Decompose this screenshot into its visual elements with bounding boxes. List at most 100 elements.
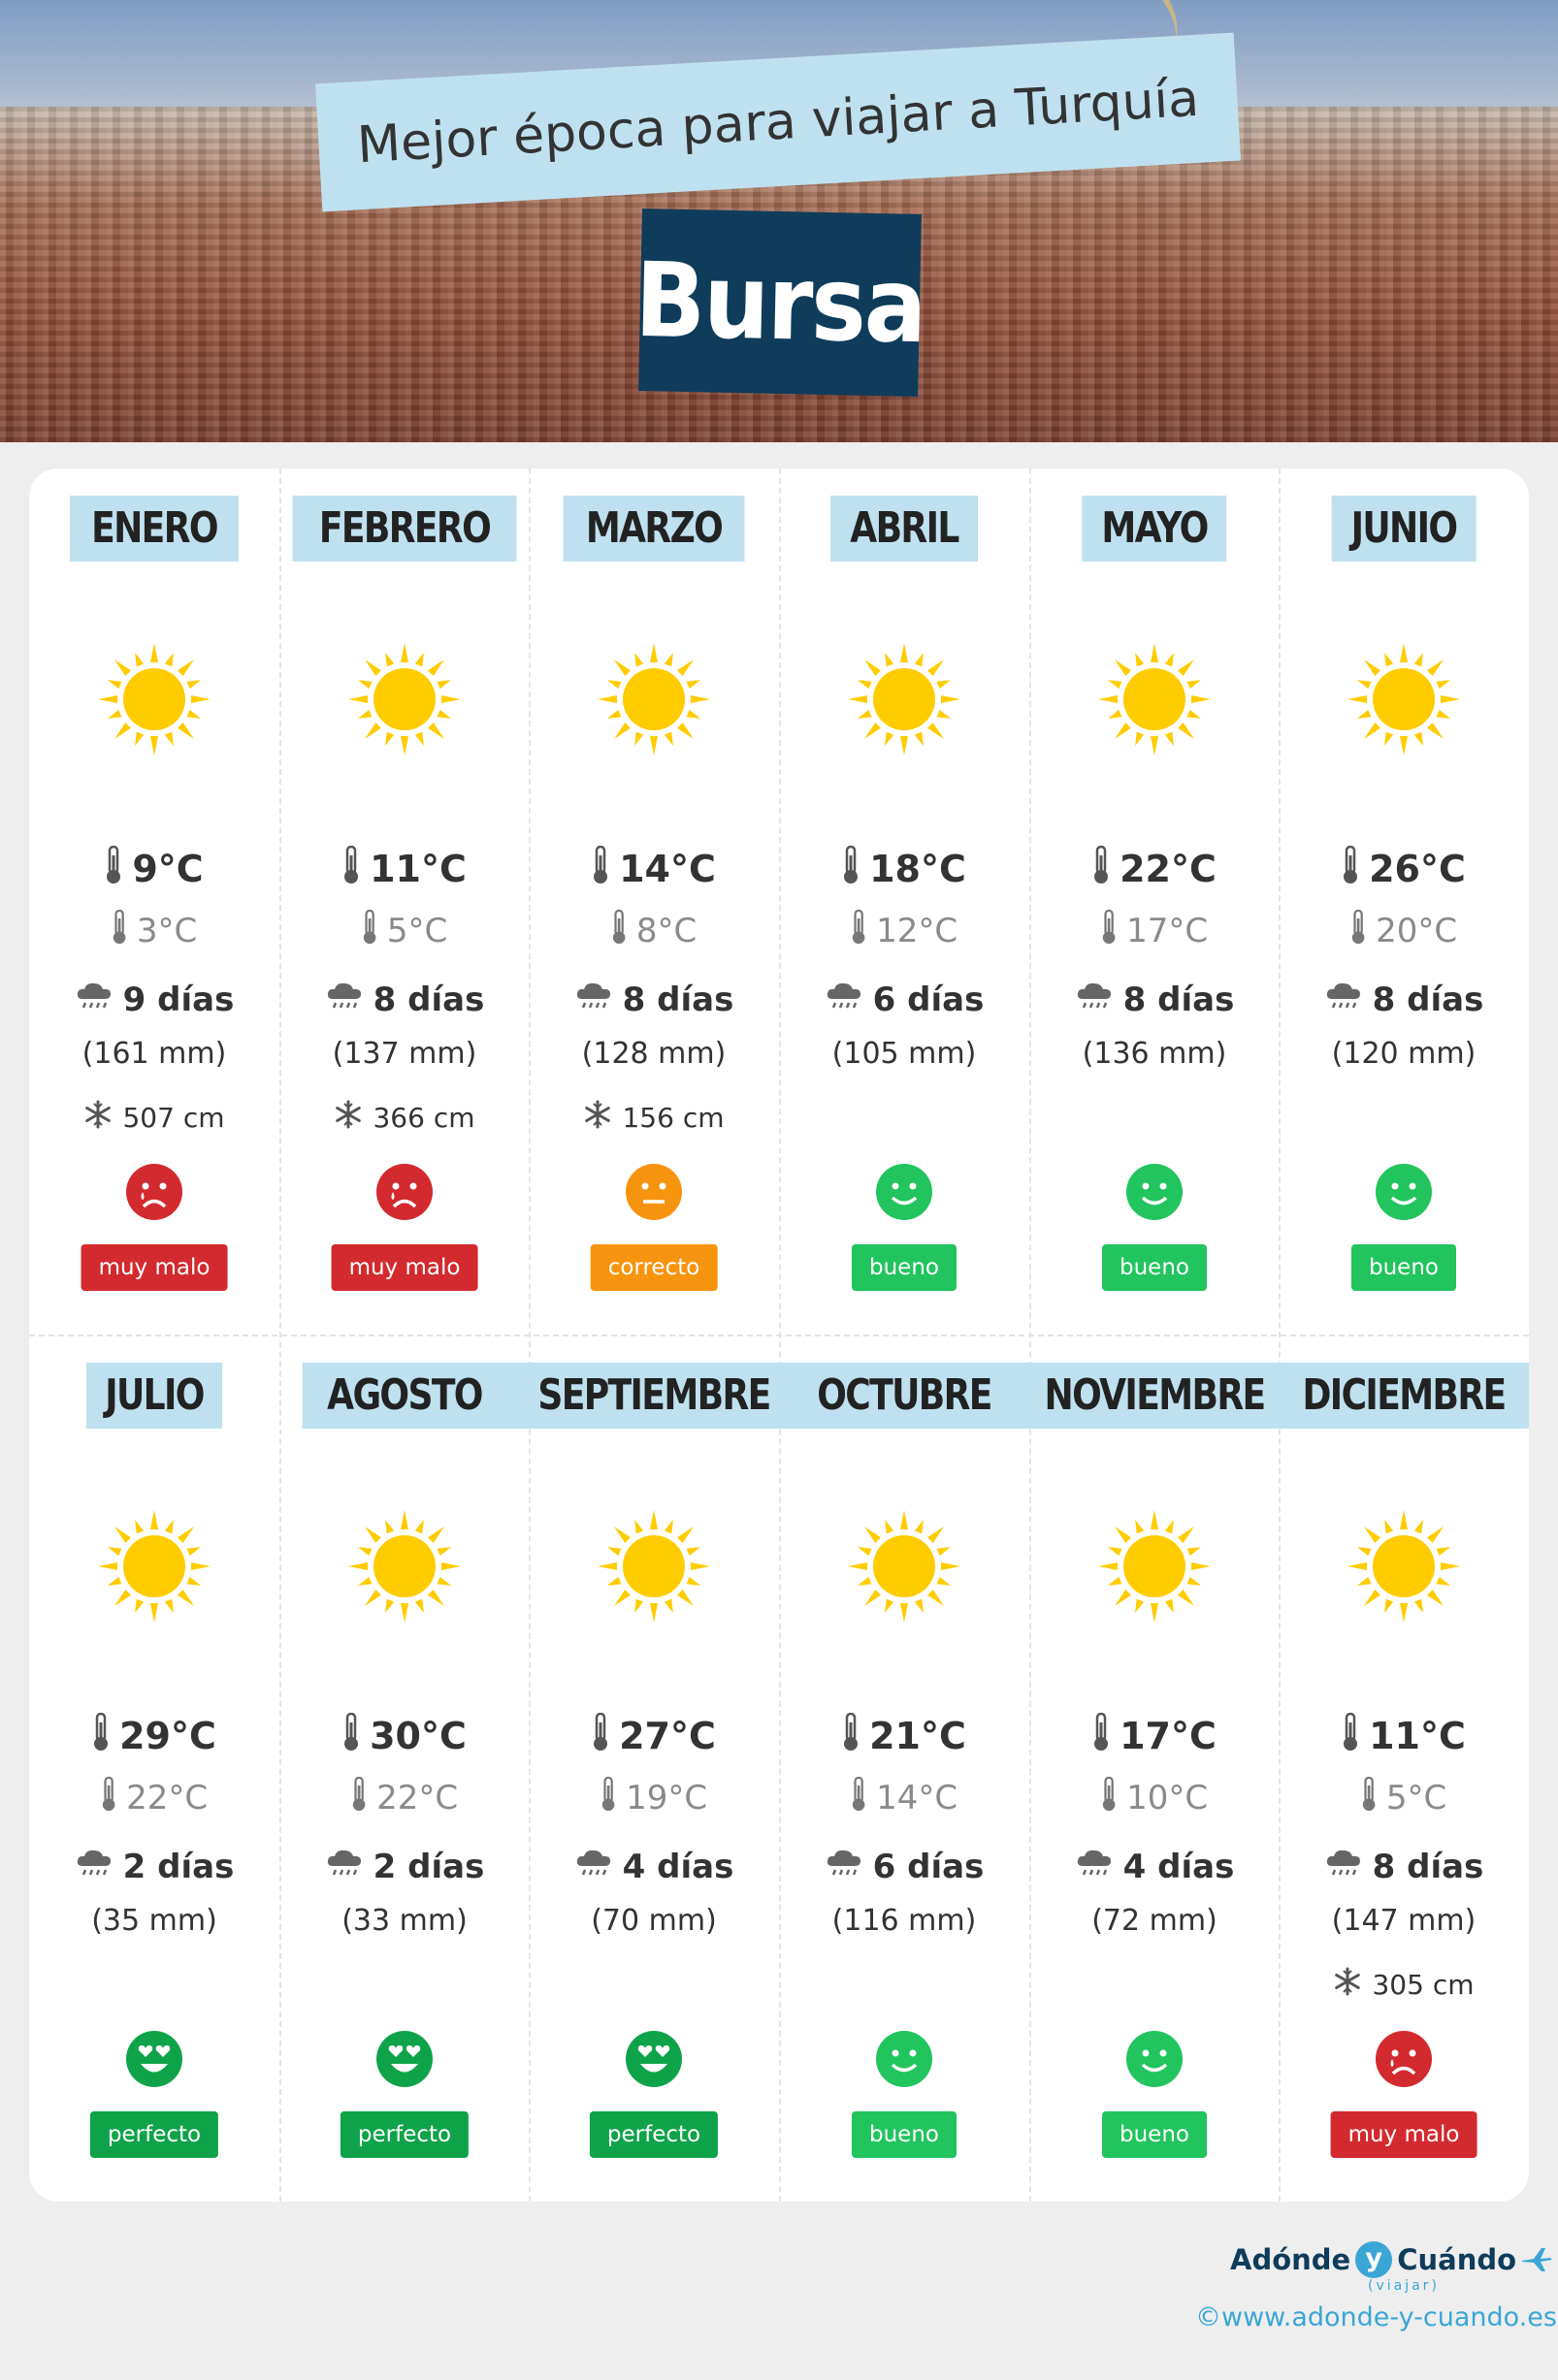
thermometer-icon (842, 845, 860, 893)
month-cell: JUNIO 26°C 20°C 8 días (120 mm) bueno (1279, 468, 1529, 1335)
rating-face-icon (1125, 2030, 1184, 2088)
month-cell: NOVIEMBRE 17°C 10°C 4 días (72 mm) bueno (1012, 1335, 1297, 2202)
rain-cloud-icon (574, 980, 613, 1021)
brand-logo[interactable]: Adónde y Cuándo (1230, 2240, 1553, 2279)
thermometer-icon (1092, 1712, 1110, 1760)
rain-amount: (120 mm) (1331, 1036, 1477, 1071)
max-temperature-value: 30°C (370, 1715, 467, 1757)
logo-subtitle: (viajar) (1368, 2278, 1440, 2294)
month-name: DICIEMBRE (1302, 1370, 1508, 1420)
thermometer-icon (851, 909, 866, 953)
rain-days: 8 días (1029, 975, 1280, 1025)
thermometer-icon (1350, 909, 1366, 953)
rain-days-value: 9 días (122, 981, 235, 1019)
max-temperature-value: 18°C (869, 848, 966, 890)
month-name: ABRIL (850, 503, 959, 553)
min-temperature: 8°C (529, 907, 779, 955)
month-name-label: ENERO (69, 496, 240, 562)
max-temperature: 11°C (1279, 1709, 1529, 1763)
rain-amount: (161 mm) (81, 1036, 227, 1071)
rating-face-icon (375, 2030, 434, 2088)
min-temperature-value: 20°C (1376, 912, 1458, 950)
min-temperature-value: 8°C (635, 912, 698, 950)
rating-badge: bueno (852, 1244, 957, 1291)
min-temperature: 5°C (279, 907, 530, 955)
month-name: FEBRERO (318, 503, 492, 553)
rain-days: 4 días (1029, 1842, 1280, 1892)
max-temperature: 30°C (279, 1709, 530, 1763)
month-name-label: FEBRERO (292, 496, 517, 562)
max-temperature: 26°C (1279, 842, 1529, 896)
rain-days-value: 4 días (622, 1848, 734, 1886)
thermometer-icon (1342, 1712, 1359, 1760)
rain-days-value: 4 días (1122, 1848, 1235, 1886)
column-divider (279, 468, 281, 2202)
rating-face-icon (1375, 2030, 1433, 2088)
sun-icon (96, 1508, 212, 1624)
max-temperature: 17°C (1029, 1709, 1280, 1763)
thermometer-icon (342, 1712, 360, 1760)
rain-cloud-icon (574, 1847, 613, 1888)
min-temperature: 3°C (29, 907, 279, 955)
column-divider (779, 468, 781, 2202)
rain-cloud-icon (75, 1847, 114, 1888)
month-cell: ENERO 9°C 3°C 9 días (161 mm) 507 cm muy malo (29, 468, 279, 1335)
rain-cloud-icon (75, 980, 114, 1021)
min-temperature: 14°C (779, 1774, 1029, 1822)
rain-days-value: 6 días (872, 981, 985, 1019)
rating-badge: perfecto (89, 2111, 219, 2158)
thermometer-icon (1342, 845, 1359, 893)
rating-badge: bueno (1102, 2111, 1207, 2158)
month-name: MAYO (1101, 503, 1209, 553)
rain-amount: (70 mm) (591, 1903, 717, 1938)
max-temperature-value: 17°C (1120, 1715, 1217, 1757)
min-temperature: 22°C (29, 1774, 279, 1822)
min-temperature-value: 3°C (136, 912, 198, 950)
rain-amount: (72 mm) (1091, 1903, 1217, 1938)
sun-icon (1096, 1508, 1213, 1624)
thermometer-icon (592, 1712, 609, 1760)
rain-days: 8 días (1279, 1842, 1529, 1892)
rating-badge: perfecto (589, 2111, 719, 2158)
rating-badge: bueno (1351, 1244, 1456, 1291)
max-temperature-value: 14°C (619, 848, 716, 890)
max-temperature-value: 11°C (1369, 1715, 1466, 1757)
thermometer-icon (842, 1712, 860, 1760)
thermometer-icon (351, 1776, 367, 1820)
max-temperature-value: 21°C (869, 1715, 966, 1757)
rain-days-value: 2 días (122, 1848, 235, 1886)
rain-days-value: 2 días (373, 1848, 485, 1886)
logo-text-cuando: Cuándo (1397, 2243, 1517, 2276)
rain-days: 6 días (779, 1842, 1029, 1892)
month-name: NOVIEMBRE (1044, 1370, 1267, 1420)
sun-icon (346, 641, 463, 757)
sun-icon (596, 1508, 712, 1624)
logo-text-adonde: Adónde (1230, 2243, 1351, 2276)
min-temperature: 19°C (529, 1774, 779, 1822)
snow-amount-value: 156 cm (622, 1101, 725, 1134)
snow-amount: 507 cm (29, 1095, 279, 1140)
thermometer-icon (1101, 909, 1117, 953)
month-name: AGOSTO (327, 1370, 483, 1420)
rain-cloud-icon (1075, 980, 1114, 1021)
max-temperature: 14°C (529, 842, 779, 896)
thermometer-icon (611, 909, 627, 953)
month-cell: FEBRERO 11°C 5°C 8 días (137 mm) 366 cm muy ma… (279, 468, 530, 1335)
sun-icon (96, 641, 212, 757)
max-temperature: 9°C (29, 842, 279, 896)
footer-url[interactable]: ©www.adonde-y-cuando.es (1195, 2302, 1557, 2332)
thermometer-icon (105, 845, 122, 893)
rain-days: 6 días (779, 975, 1029, 1025)
rain-amount: (128 mm) (581, 1036, 727, 1071)
thermometer-icon (1101, 1776, 1117, 1820)
sun-icon (846, 641, 962, 757)
column-divider (1279, 468, 1281, 2202)
snowflake-icon (1333, 1967, 1362, 2003)
min-temperature: 20°C (1279, 907, 1529, 955)
min-temperature-value: 19°C (626, 1779, 708, 1817)
month-cell: MARZO 14°C 8°C 8 días (128 mm) 156 cm correcto (529, 468, 779, 1335)
months-card: ENERO 9°C 3°C 9 días (161 mm) 507 cm muy malo F… (29, 468, 1529, 2202)
month-name-label: JUNIO (1331, 496, 1477, 562)
rating-face-icon (625, 1163, 683, 1221)
thermometer-icon (112, 909, 127, 953)
